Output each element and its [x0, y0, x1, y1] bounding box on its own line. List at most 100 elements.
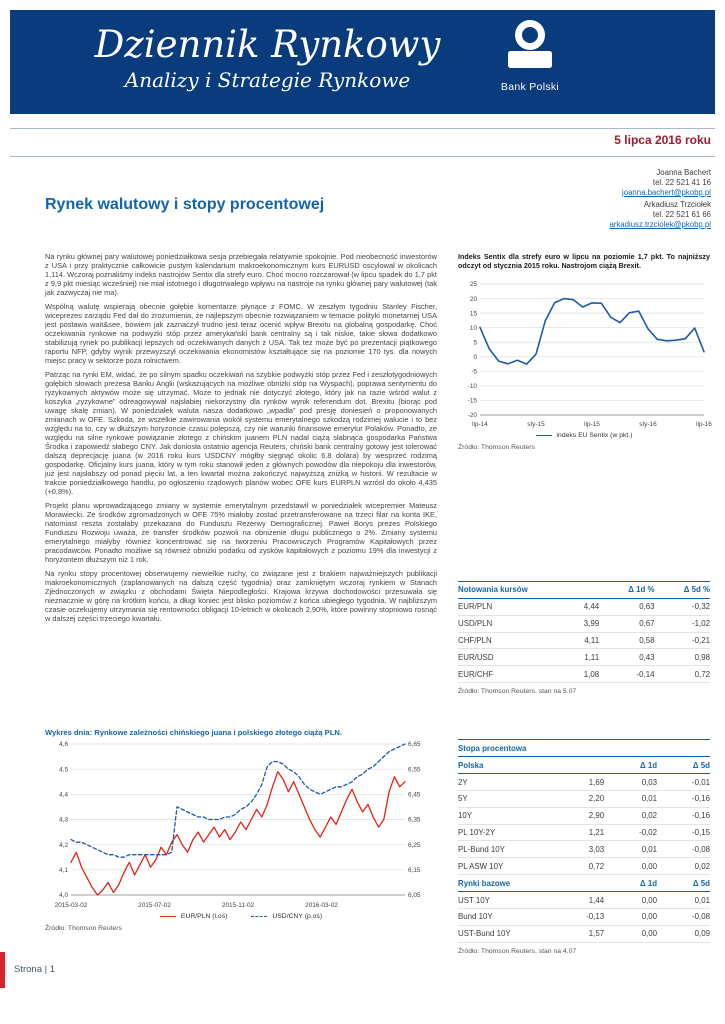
sentix-legend: indeks EU Sentix (w pkt.) — [458, 432, 710, 439]
source-note: Źródło: Thomson Reuters — [45, 925, 122, 932]
svg-text:-20: -20 — [468, 412, 478, 419]
fx-value-cell: -1,02 — [654, 615, 710, 633]
svg-text:15: 15 — [470, 310, 478, 317]
table-row: EUR/USD 1,11 0,43 0,98 — [458, 648, 710, 667]
fx-pair-cell: EUR/CHF — [458, 665, 549, 683]
svg-text:5: 5 — [473, 339, 477, 346]
sentix-chart: 25 20 15 10 5 0 -5 -10 -15 -20 lip-14 sty-15 lip-15 s… — [468, 281, 713, 428]
contact-email-link[interactable]: arkadiusz.trzciolek@pkobp.pl — [609, 219, 711, 229]
rate-label-cell: PL-Bund 10Y — [458, 840, 559, 859]
rate-value-cell: 0,01 — [604, 790, 658, 808]
day-chart-title: Wykres dnia: Rynkowe zależności chińskie… — [45, 728, 342, 737]
svg-text:-5: -5 — [471, 368, 477, 375]
rate-value-cell: 0,01 — [657, 891, 710, 909]
svg-text:6,65: 6,65 — [408, 741, 421, 748]
rates-table-title: Stopa procentowa — [458, 738, 710, 758]
rate-value-cell: -0,08 — [657, 908, 710, 926]
rates-table-section: Stopa procentowa Polska Δ 1d Δ 5d 2Y 1,6… — [458, 738, 710, 955]
rates-table-header: Stopa procentowa — [458, 738, 710, 758]
fx-value-cell: -0,32 — [654, 598, 710, 616]
delta-1d-header: Δ 1d — [604, 756, 658, 775]
svg-text:20: 20 — [470, 296, 478, 303]
eurpln-line-swatch-icon — [159, 916, 176, 917]
rate-value-cell: 0,00 — [604, 925, 658, 943]
legend-label: indeks EU Sentix (w pkt.) — [556, 431, 633, 439]
fx-pair-cell: EUR/USD — [458, 648, 549, 667]
report-title: Dziennik Rynkowy — [94, 23, 441, 66]
contact-email-link[interactable]: joanna.bachert@pkobp.pl — [622, 187, 711, 197]
rate-value-cell: 2,90 — [558, 807, 605, 825]
issue-date: 5 lipca 2016 roku — [614, 133, 711, 147]
rates-group-header: Rynki bazowe Δ 1d Δ 5d — [458, 873, 710, 893]
page-title: Rynek walutowy i stopy procentowej — [45, 196, 325, 213]
report-subtitle: Analizy i Strategie Rynkowe — [124, 68, 411, 92]
rate-value-cell: 0,00 — [604, 891, 658, 909]
masthead: Dziennik Rynkowy Analizy i Strategie Ryn… — [10, 10, 715, 114]
usdcny-line-swatch-icon — [251, 916, 268, 917]
svg-text:4,6: 4,6 — [59, 741, 68, 748]
rate-value-cell: 0,02 — [657, 857, 710, 875]
day-chart-legend: EUR/PLN (l.oś) USD/CNY (p.oś) — [45, 913, 437, 920]
svg-text:4,4: 4,4 — [59, 792, 68, 799]
table-row: EUR/CHF 1,08 -0,14 0,72 — [458, 665, 710, 683]
rate-value-cell: -0,02 — [604, 824, 658, 842]
fx-pair-cell: CHF/PLN — [458, 632, 549, 650]
contact: Joanna Bachert tel. 22 521 41 16 joanna.… — [609, 168, 711, 197]
rate-label-cell: PL ASW 10Y — [458, 857, 559, 875]
rate-value-cell: 0,03 — [604, 773, 658, 792]
rates-group-header: Polska Δ 1d Δ 5d — [458, 756, 710, 775]
table-row: UST 10Y 1,44 0,00 0,01 — [458, 891, 710, 909]
table-row: EUR/PLN 4,44 0,63 -0,32 — [458, 598, 710, 616]
fx-table-section: Notowania kursów Δ 1d % Δ 5d % EUR/PLN 4… — [458, 580, 710, 695]
rate-value-cell: -0,01 — [657, 773, 710, 792]
delta-5d-header: Δ 5d % — [654, 580, 710, 600]
rate-value-cell: 0,02 — [604, 807, 658, 825]
table-row: USD/PLN 3,99 0,67 -1,02 — [458, 615, 710, 633]
svg-text:6,25: 6,25 — [408, 842, 421, 849]
fx-value-cell: 0,72 — [654, 665, 710, 683]
source-note: Źródło: Thomson Reuters — [458, 443, 535, 451]
svg-text:10: 10 — [470, 325, 478, 332]
rate-value-cell: 1,57 — [558, 925, 605, 943]
rate-value-cell: -0,16 — [657, 807, 710, 825]
rate-value-cell: 0,00 — [604, 857, 658, 875]
contacts-block: Joanna Bachert tel. 22 521 41 16 joanna.… — [609, 168, 711, 233]
day-chart-block: Wykres dnia: Rynkowe zależności chińskie… — [45, 728, 437, 932]
fx-value-cell: 4,11 — [548, 632, 600, 650]
table-row: CHF/PLN 4,11 0,58 -0,21 — [458, 632, 710, 650]
footer-accent-bar — [0, 952, 5, 988]
svg-text:4,1: 4,1 — [59, 867, 68, 874]
body-paragraph: Na rynku głównej pary walutowej poniedzi… — [45, 252, 437, 297]
contact: Arkadiusz Trzciołek tel. 22 521 61 66 ar… — [609, 200, 711, 229]
table-row: 2Y 1,69 0,03 -0,01 — [458, 773, 710, 792]
svg-text:2015-07-02: 2015-07-02 — [138, 902, 171, 909]
sentix-line-swatch-icon — [535, 434, 552, 436]
legend-label: EUR/PLN (l.oś) — [180, 913, 228, 920]
fx-value-cell: 0,58 — [599, 632, 655, 650]
rate-value-cell: -0,15 — [657, 824, 710, 842]
delta-5d-header: Δ 5d — [657, 873, 710, 893]
fx-table-title: Notowania kursów — [458, 580, 600, 600]
rate-value-cell: 0,09 — [657, 925, 710, 943]
svg-text:4,2: 4,2 — [59, 842, 68, 849]
svg-text:sty-15: sty-15 — [527, 421, 545, 428]
page-number: Strona | 1 — [14, 964, 56, 975]
svg-text:6,55: 6,55 — [408, 766, 421, 773]
rate-label-cell: PL 10Y-2Y — [458, 824, 559, 842]
rate-value-cell: -0,13 — [558, 908, 605, 926]
svg-text:4,3: 4,3 — [59, 817, 68, 824]
svg-text:lip-16: lip-16 — [696, 421, 712, 428]
source-note: Źródło: Thomson Reuters, stan na 5.07 — [458, 687, 577, 695]
svg-text:6,35: 6,35 — [408, 817, 421, 824]
table-row: Bund 10Y -0,13 0,00 -0,08 — [458, 908, 710, 926]
rate-label-cell: UST-Bund 10Y — [458, 925, 559, 943]
delta-1d-header: Δ 1d % — [599, 580, 655, 600]
fx-value-cell: -0,14 — [599, 665, 655, 683]
pko-logo-label: Bank Polski — [500, 81, 560, 93]
delta-1d-header: Δ 1d — [604, 873, 658, 893]
table-row: PL 10Y-2Y 1,21 -0,02 -0,15 — [458, 824, 710, 842]
rate-label-cell: 5Y — [458, 790, 559, 808]
date-divider — [10, 156, 715, 157]
legend-label: USD/CNY (p.oś) — [272, 913, 323, 920]
fx-table-header: Notowania kursów Δ 1d % Δ 5d % — [458, 580, 710, 600]
